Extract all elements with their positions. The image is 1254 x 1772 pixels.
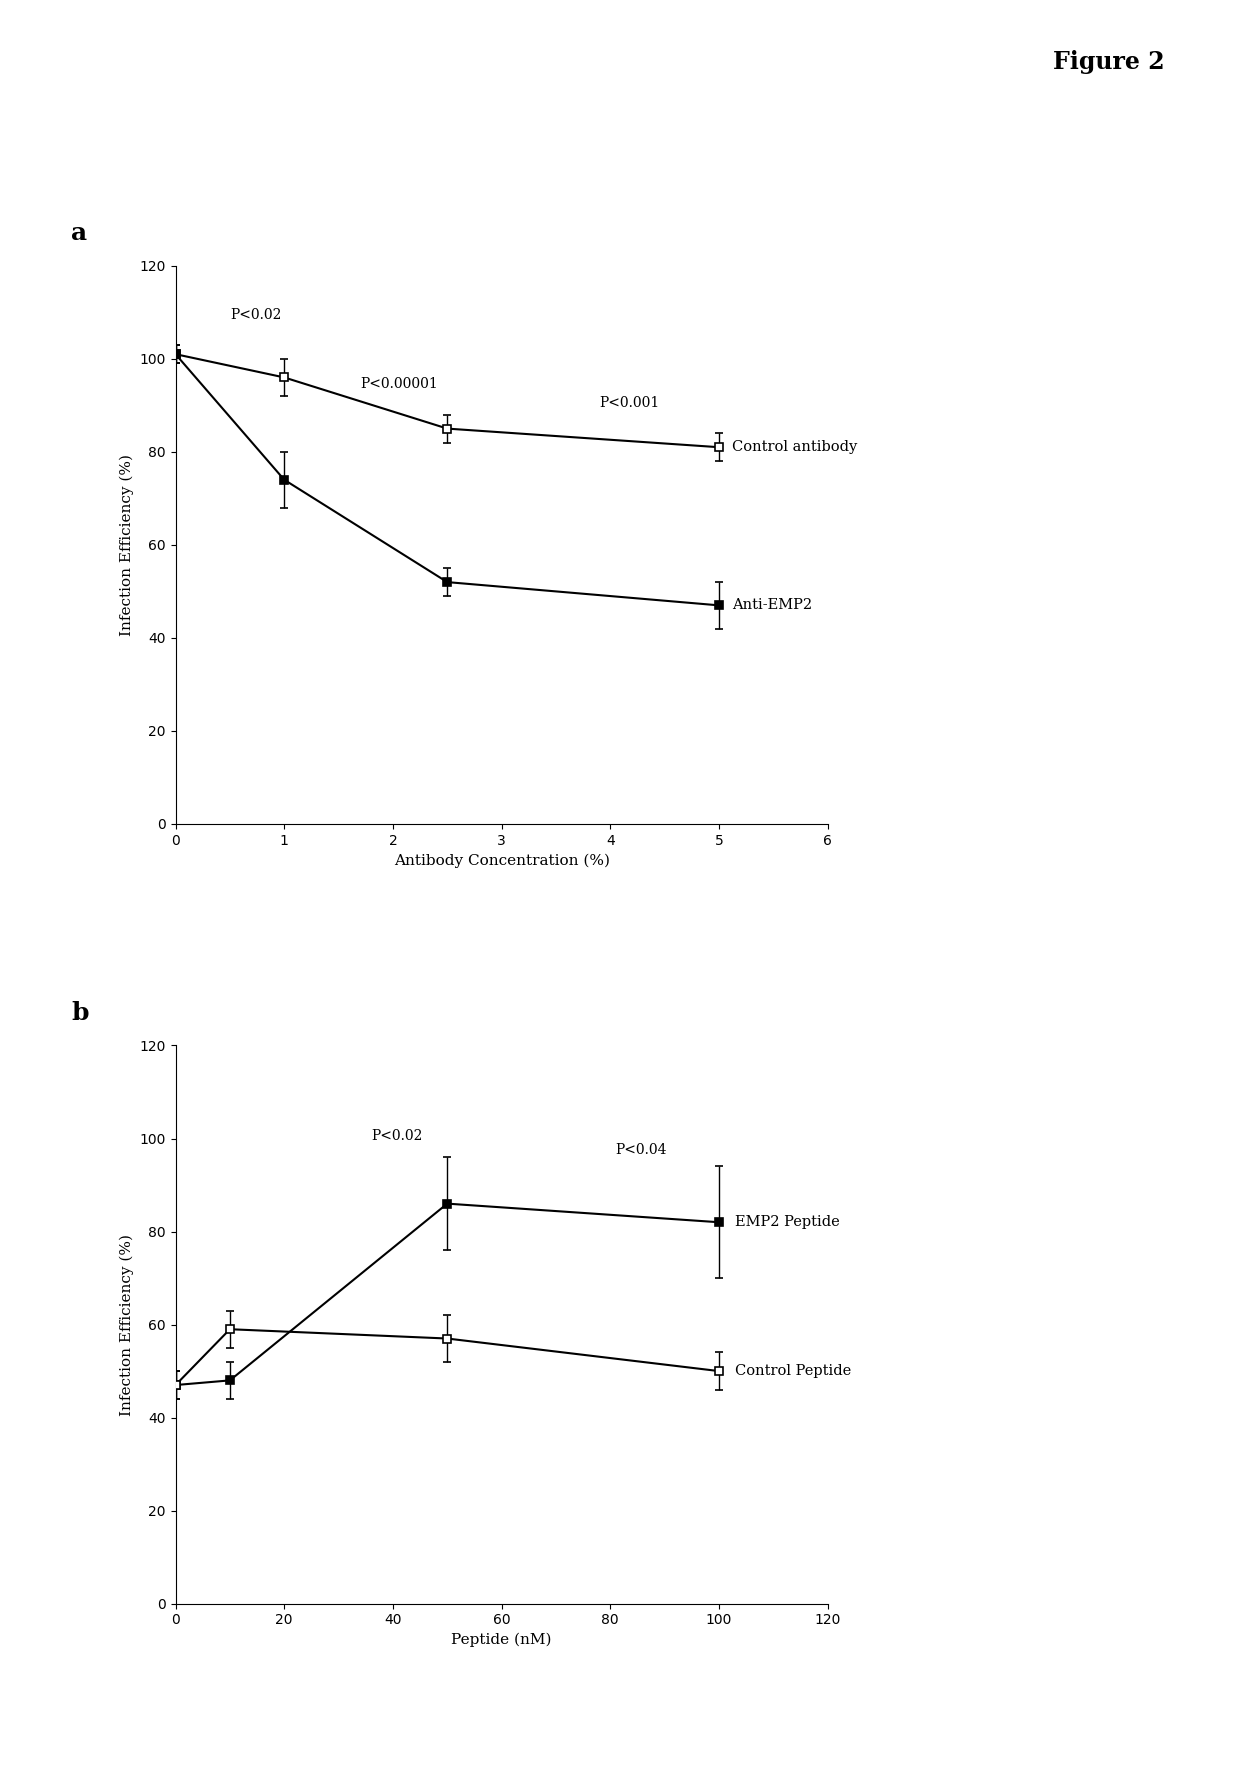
Text: Control antibody: Control antibody bbox=[732, 439, 858, 454]
Y-axis label: Infection Efficiency (%): Infection Efficiency (%) bbox=[119, 454, 134, 636]
Text: a: a bbox=[71, 222, 88, 245]
Text: P<0.001: P<0.001 bbox=[599, 395, 660, 409]
Text: P<0.00001: P<0.00001 bbox=[360, 377, 438, 392]
Text: P<0.02: P<0.02 bbox=[229, 308, 281, 323]
Text: Control Peptide: Control Peptide bbox=[735, 1364, 851, 1379]
Text: EMP2 Peptide: EMP2 Peptide bbox=[735, 1216, 840, 1230]
Text: P<0.02: P<0.02 bbox=[371, 1129, 423, 1143]
Text: P<0.04: P<0.04 bbox=[616, 1143, 667, 1157]
Y-axis label: Infection Efficiency (%): Infection Efficiency (%) bbox=[119, 1233, 134, 1416]
Text: Figure 2: Figure 2 bbox=[1053, 50, 1165, 74]
Text: Anti-EMP2: Anti-EMP2 bbox=[732, 599, 813, 613]
X-axis label: Antibody Concentration (%): Antibody Concentration (%) bbox=[394, 854, 609, 868]
X-axis label: Peptide (nM): Peptide (nM) bbox=[451, 1634, 552, 1648]
Text: b: b bbox=[71, 1001, 89, 1024]
